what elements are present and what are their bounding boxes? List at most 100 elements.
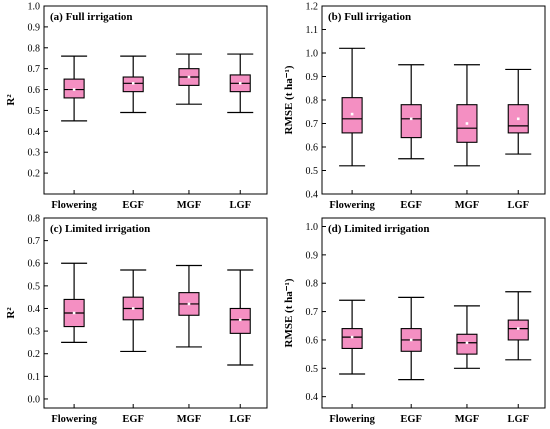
y-tick-label: 1.0 [306, 49, 319, 60]
y-tick-label: 0.9 [306, 250, 319, 261]
y-tick-label: 1.2 [306, 2, 319, 13]
y-tick-label: 0.5 [306, 166, 319, 177]
y-tick-label: 0.0 [28, 394, 41, 405]
mean-marker [465, 122, 469, 125]
plot-frame [321, 217, 546, 409]
box-flowering [61, 262, 88, 344]
x-category-label: LGF [507, 200, 529, 211]
y-tick-label: 0.7 [28, 64, 41, 75]
y-tick-label: 0.4 [306, 190, 319, 201]
x-category-label: MGF [177, 414, 202, 425]
y-tick-label: 1.0 [28, 2, 41, 13]
mean-marker [131, 81, 135, 85]
panel-title: (a) Full irrigation [50, 11, 133, 23]
y-tick-label: 0.6 [28, 259, 41, 270]
y-tick-label: 0.1 [28, 372, 41, 383]
y-tick-label: 0.4 [28, 127, 41, 138]
x-category-label: LGF [507, 414, 529, 425]
y-tick-label: 0.5 [28, 106, 41, 117]
panel-d: (d) Limited irrigation 0.4 0.5 0.6 0.7 0.8 0.9… [283, 217, 546, 425]
y-tick-label: 0.4 [28, 304, 41, 315]
x-category-label: EGF [122, 414, 144, 425]
y-tick-label: 0.7 [28, 236, 41, 247]
box-egf [120, 55, 147, 114]
y-tick-label: 0.8 [28, 43, 41, 54]
box-lgf [227, 269, 254, 366]
mean-marker [409, 117, 413, 121]
iqr-box [456, 333, 478, 355]
y-tick-label: 0.3 [28, 327, 41, 338]
x-category-label: MGF [177, 200, 202, 211]
panel-c: (c) Limited irrigation 0.0 0.1 0.2 0.3 0.4 0.5… [5, 214, 268, 425]
box-lgf [227, 53, 254, 114]
iqr-box [400, 104, 422, 139]
iqr-box [507, 319, 529, 341]
x-category-label: LGF [229, 200, 251, 211]
x-category-label: Flowering [329, 200, 375, 211]
x-category-label: MGF [455, 414, 480, 425]
y-tick-label: 0.5 [306, 364, 319, 375]
x-category-label: EGF [400, 200, 422, 211]
x-category-label: Flowering [329, 414, 375, 425]
box-lgf [505, 68, 532, 155]
x-category-label: LGF [229, 414, 251, 425]
y-axis-label: R² [5, 94, 17, 106]
box-egf [398, 64, 425, 160]
mean-marker [187, 302, 191, 306]
panel-title: (b) Full irrigation [328, 11, 411, 23]
box-mgf [453, 64, 480, 167]
x-category-label: MGF [455, 200, 480, 211]
mean-marker [238, 318, 242, 322]
y-tick-label: 0.3 [28, 148, 41, 159]
mean-marker [238, 81, 242, 85]
panel-a: (a) Full irrigation 0.2 0.3 0.4 0.5 0.6 0.7 0.8… [5, 2, 268, 211]
y-tick-label: 0.2 [28, 169, 41, 180]
y-axis-label: R² [5, 307, 17, 319]
y-tick-label: 0.6 [28, 85, 41, 96]
y-axis-label: RMSE (t ha⁻¹) [283, 278, 295, 347]
y-tick-label: 0.8 [306, 279, 319, 290]
box-mgf [453, 305, 480, 369]
plot-frame [43, 217, 268, 409]
y-tick-label: 0.8 [28, 214, 41, 225]
panel-b: (b) Full irrigation 0.4 0.5 0.6 0.7 0.8 0.9 1.0… [283, 2, 546, 211]
iqr-box [341, 328, 363, 349]
panel-title: (d) Limited irrigation [328, 223, 429, 235]
y-tick-label: 1.1 [306, 25, 319, 36]
mean-marker [516, 327, 520, 330]
mean-marker [409, 338, 413, 342]
plot-frame [43, 5, 268, 195]
mean-marker [72, 311, 76, 315]
panel-title: (c) Limited irrigation [50, 223, 150, 235]
y-tick-label: 0.9 [306, 72, 319, 83]
mean-marker [516, 117, 520, 121]
box-mgf [175, 53, 202, 105]
mean-marker [72, 88, 76, 91]
box-flowering [339, 47, 366, 167]
box-egf [398, 296, 425, 381]
box-lgf [505, 291, 532, 361]
x-category-label: EGF [122, 200, 144, 211]
y-tick-label: 0.7 [306, 307, 319, 318]
box-egf [120, 269, 147, 353]
y-tick-label: 0.8 [306, 96, 319, 107]
box-mgf [175, 264, 202, 348]
box-flowering [339, 299, 366, 375]
mean-marker [187, 75, 191, 79]
y-tick-label: 0.6 [306, 143, 319, 154]
mean-marker [350, 335, 354, 339]
y-tick-label: 0.5 [28, 281, 41, 292]
y-tick-label: 1.0 [306, 222, 319, 233]
mean-marker [131, 307, 135, 310]
y-tick-label: 0.6 [306, 335, 319, 346]
x-category-label: Flowering [51, 414, 97, 425]
y-tick-label: 0.7 [306, 119, 319, 130]
box-flowering [61, 55, 88, 122]
y-tick-label: 0.4 [306, 392, 319, 403]
y-axis-label: RMSE (t ha⁻¹) [283, 65, 295, 134]
x-category-label: Flowering [51, 200, 97, 211]
mean-marker [350, 112, 354, 116]
x-category-label: EGF [400, 414, 422, 425]
mean-marker [465, 341, 469, 345]
